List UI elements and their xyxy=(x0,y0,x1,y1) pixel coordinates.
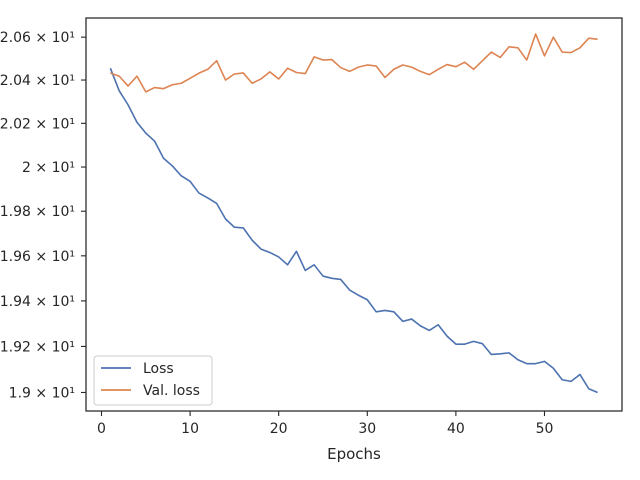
y-tick-label: 2.06 × 10¹ xyxy=(0,30,75,46)
legend-label-loss: Loss xyxy=(143,361,174,377)
y-tick-label: 1.98 × 10¹ xyxy=(0,204,75,220)
y-tick-label: 2.02 × 10¹ xyxy=(0,116,75,132)
x-tick-label: 10 xyxy=(181,421,199,437)
series-line-loss xyxy=(109,67,598,394)
x-axis-ticks: 0 10 20 30 40 50 xyxy=(97,411,553,437)
legend-label-val-loss: Val. loss xyxy=(143,383,200,399)
y-tick-label: 1.94 × 10¹ xyxy=(0,294,75,310)
y-axis-ticks: 1.9 × 10¹ 1.92 × 10¹ 1.94 × 10¹ 1.96 × 10¹ 1… xyxy=(0,30,86,401)
series-line-val-loss xyxy=(110,33,598,93)
legend: Loss Val. loss xyxy=(93,355,213,406)
y-tick-label: 2 × 10¹ xyxy=(22,160,75,176)
x-tick-label: 20 xyxy=(270,421,288,437)
y-tick-label: 1.92 × 10¹ xyxy=(0,339,75,355)
y-tick-label: 1.9 × 10¹ xyxy=(9,385,75,401)
x-tick-label: 50 xyxy=(536,421,554,437)
plot-frame xyxy=(85,17,623,412)
y-tick-label: 1.96 × 10¹ xyxy=(0,249,75,265)
x-tick-label: 30 xyxy=(358,421,376,437)
x-tick-label: 0 xyxy=(97,421,106,437)
series-layer xyxy=(109,33,598,394)
x-axis-label: Epochs xyxy=(327,445,381,463)
y-tick-label: 2.04 × 10¹ xyxy=(0,73,75,89)
x-tick-label: 40 xyxy=(447,421,465,437)
